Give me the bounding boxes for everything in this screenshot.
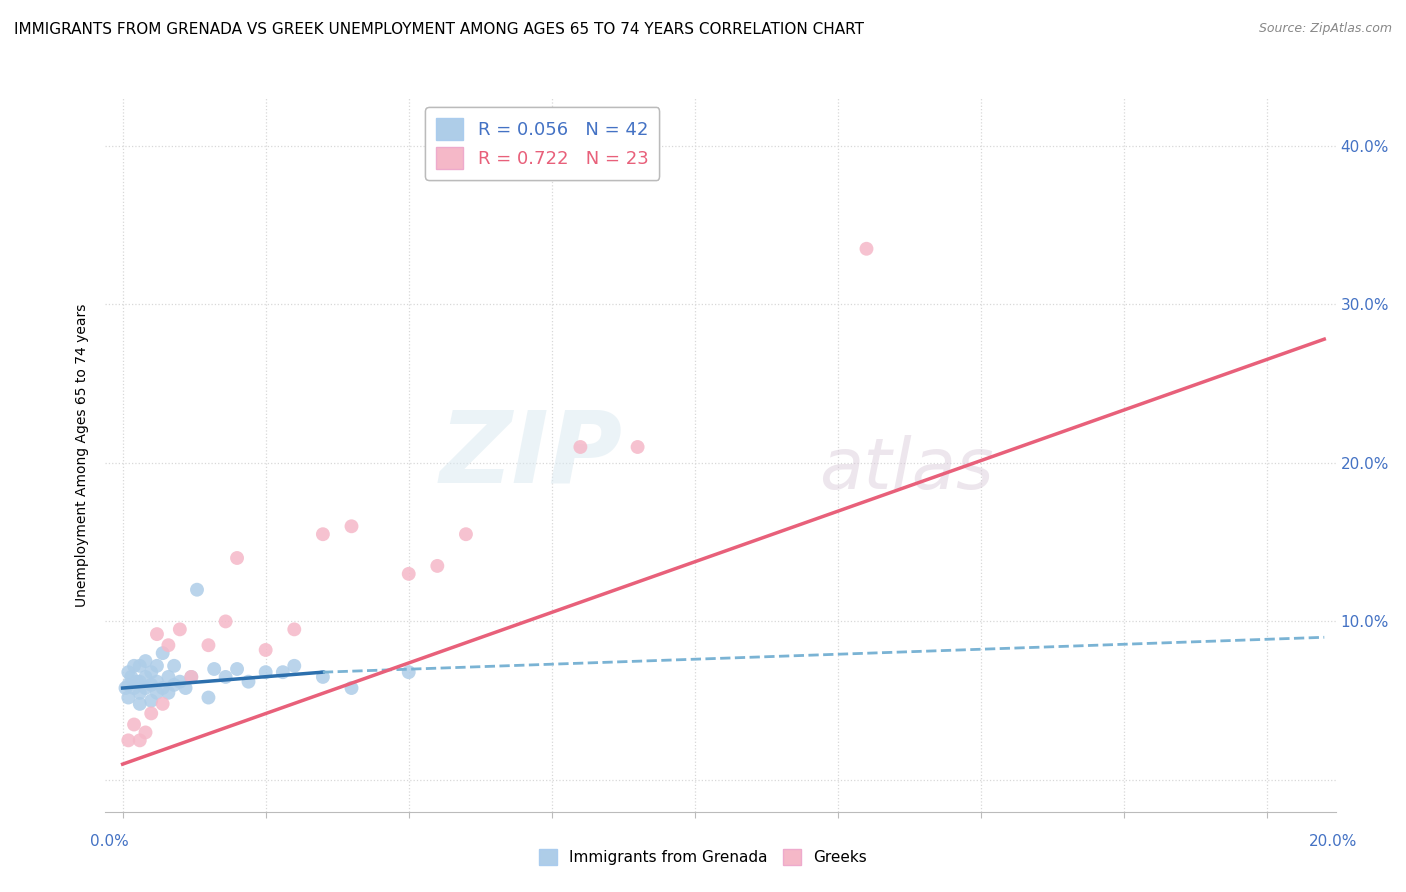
Text: IMMIGRANTS FROM GRENADA VS GREEK UNEMPLOYMENT AMONG AGES 65 TO 74 YEARS CORRELAT: IMMIGRANTS FROM GRENADA VS GREEK UNEMPLO… [14,22,865,37]
Point [214,670,236,684]
Point [180,670,202,684]
Point [146,658,169,673]
Point [340,681,363,695]
Point [186,582,208,597]
Point [254,643,277,657]
Legend: Immigrants from Grenada, Greeks: Immigrants from Grenada, Greeks [533,843,873,871]
Text: Source: ZipAtlas.com: Source: ZipAtlas.com [1258,22,1392,36]
Point [238,674,260,689]
Point [202,662,225,676]
Point [152,646,174,660]
Point [146,686,169,700]
Point [134,681,156,695]
Point [398,665,420,680]
Point [117,733,139,747]
Point [141,678,163,692]
Point [152,681,174,695]
Point [117,678,139,692]
Legend: R = 0.056   N = 42, R = 0.722   N = 23: R = 0.056 N = 42, R = 0.722 N = 23 [425,107,659,180]
Point [197,638,219,652]
Point [163,678,186,692]
Point [197,690,219,705]
Point [152,697,174,711]
Point [157,686,180,700]
Point [312,527,335,541]
Point [169,674,191,689]
Point [271,665,294,680]
Point [626,440,648,454]
Point [141,694,163,708]
Point [426,558,449,573]
Text: 20.0%: 20.0% [1309,834,1357,848]
Point [128,674,150,689]
Point [122,717,145,731]
Point [283,623,305,637]
Point [120,670,142,684]
Point [157,670,180,684]
Point [174,681,197,695]
Point [114,681,136,695]
Point [569,440,592,454]
Point [312,670,335,684]
Point [141,665,163,680]
Point [226,662,249,676]
Point [134,654,156,668]
Point [141,706,163,721]
Point [254,665,277,680]
Point [398,566,420,581]
Point [169,623,191,637]
Point [214,615,236,629]
Point [117,665,139,680]
Point [128,686,150,700]
Point [146,627,169,641]
Point [128,697,150,711]
Y-axis label: Unemployment Among Ages 65 to 74 years: Unemployment Among Ages 65 to 74 years [76,303,90,607]
Point [146,674,169,689]
Point [128,733,150,747]
Point [226,551,249,566]
Point [163,658,186,673]
Point [125,674,148,689]
Point [122,681,145,695]
Point [180,670,202,684]
Point [128,658,150,673]
Point [283,658,305,673]
Point [134,670,156,684]
Text: atlas: atlas [818,434,994,504]
Point [157,638,180,652]
Text: 0.0%: 0.0% [90,834,129,848]
Point [454,527,477,541]
Point [340,519,363,533]
Point [855,242,877,256]
Point [117,690,139,705]
Text: ZIP: ZIP [439,407,621,503]
Point [134,725,156,739]
Point [122,658,145,673]
